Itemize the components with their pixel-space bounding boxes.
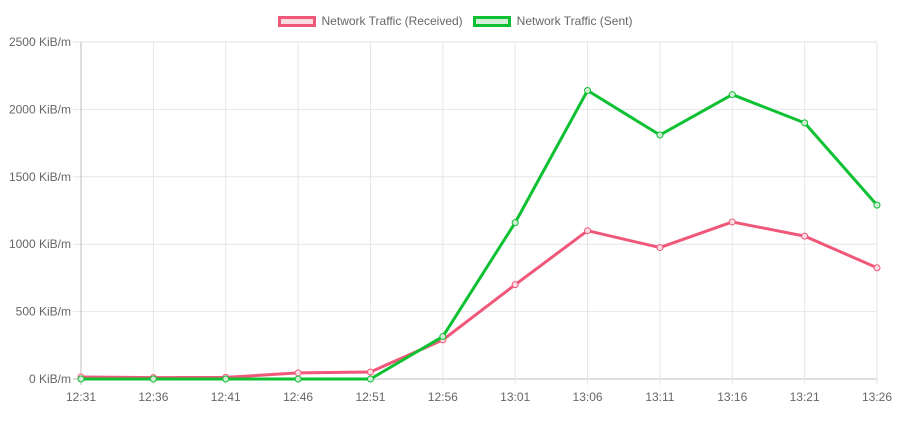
y-tick-label: 2500 KiB/m	[9, 35, 71, 49]
data-point[interactable]	[873, 264, 881, 272]
legend-label-sent: Network Traffic (Sent)	[516, 14, 633, 28]
x-axis-ticks: 12:31 12:36 12:41 12:46 12:51 12:56 13:01 13:06…	[66, 390, 892, 404]
grid	[73, 41, 878, 385]
data-point[interactable]	[222, 375, 230, 383]
legend-item-sent[interactable]: Network Traffic (Sent)	[472, 14, 633, 28]
data-point[interactable]	[294, 375, 302, 383]
y-axis-ticks: 0 KiB/m 500 KiB/m 1000 KiB/m 1500 KiB/m 2000…	[9, 35, 71, 386]
data-point[interactable]	[366, 368, 374, 376]
y-tick-label: 1500 KiB/m	[9, 170, 71, 184]
x-tick-label: 12:41	[211, 390, 241, 404]
x-tick-label: 13:01	[500, 390, 530, 404]
y-tick-label: 1000 KiB/m	[9, 237, 71, 251]
legend: Network Traffic (Received) Network Traff…	[0, 14, 910, 28]
x-tick-label: 13:21	[790, 390, 820, 404]
x-tick-label: 12:46	[283, 390, 313, 404]
series-group	[77, 87, 881, 383]
y-tick-label: 2000 KiB/m	[9, 102, 71, 116]
data-point[interactable]	[584, 227, 592, 235]
data-point[interactable]	[801, 119, 809, 127]
data-point[interactable]	[728, 91, 736, 99]
x-tick-label: 12:36	[138, 390, 168, 404]
legend-label-received: Network Traffic (Received)	[321, 14, 463, 28]
data-point[interactable]	[366, 375, 374, 383]
x-tick-label: 12:31	[66, 390, 96, 404]
series-line-1	[81, 89, 879, 381]
data-point[interactable]	[873, 201, 881, 209]
legend-swatch-received	[277, 15, 316, 27]
x-tick-label: 13:11	[645, 390, 674, 404]
data-point[interactable]	[439, 333, 447, 341]
data-point[interactable]	[584, 87, 592, 95]
data-point[interactable]	[656, 244, 664, 252]
data-point[interactable]	[77, 375, 85, 383]
x-tick-label: 13:06	[573, 390, 603, 404]
x-tick-label: 13:26	[862, 390, 892, 404]
series-line-0	[80, 220, 878, 380]
data-point[interactable]	[728, 218, 736, 226]
data-point[interactable]	[511, 281, 519, 289]
y-tick-label: 0 KiB/m	[29, 372, 71, 386]
legend-item-received[interactable]: Network Traffic (Received)	[277, 14, 463, 28]
data-point[interactable]	[511, 219, 519, 227]
x-tick-label: 13:16	[717, 390, 747, 404]
x-tick-label: 12:51	[355, 390, 385, 404]
legend-swatch-sent	[472, 15, 511, 27]
data-point[interactable]	[801, 232, 809, 240]
data-point[interactable]	[149, 375, 157, 383]
x-tick-label: 12:56	[428, 390, 458, 404]
data-point[interactable]	[294, 369, 302, 377]
data-point[interactable]	[656, 131, 664, 139]
y-tick-label: 500 KiB/m	[16, 305, 71, 319]
